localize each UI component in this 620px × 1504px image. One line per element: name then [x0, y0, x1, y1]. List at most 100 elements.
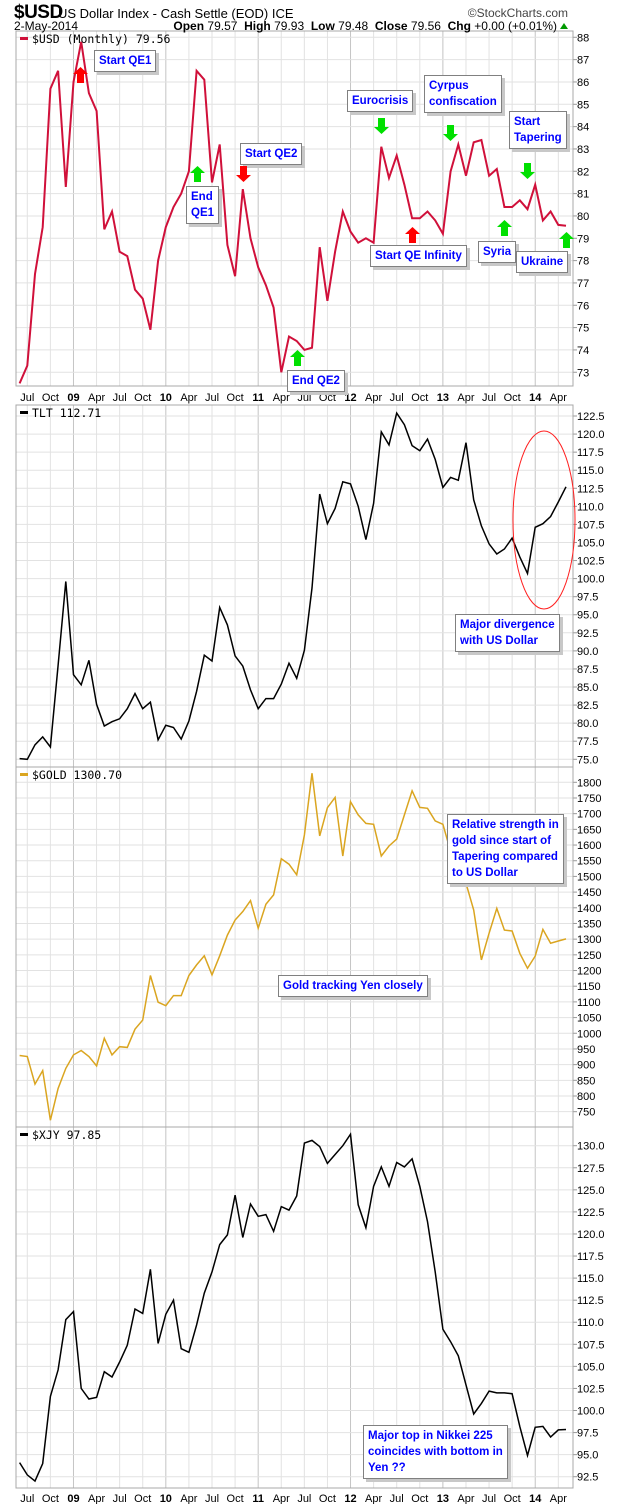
x-tick-label: Apr [88, 392, 105, 404]
annotation-line: Cyrpus [429, 80, 469, 92]
annotation-gold-tracking: Gold tracking Yen closely [278, 975, 428, 997]
y-tick-label: 82.5 [577, 700, 598, 712]
y-tick-label: 1150 [577, 981, 601, 993]
usd-series-line [18, 41, 567, 384]
annotation-line: Relative strength in [452, 819, 559, 831]
y-tick-label: 95.0 [577, 610, 598, 622]
x-tick-label: Jul [20, 392, 34, 404]
tlt-panel: 75.0 77.5 80.0 82.5 85.0 87.5 90.0 92.5 95.0 97.5… [15, 404, 605, 768]
annotation-line: End [191, 191, 213, 203]
green-down-arrow-icon [443, 125, 458, 141]
chart-symbol: $USD [14, 2, 63, 23]
close-label: Close [374, 19, 408, 33]
x-tick-label: 14 [529, 1493, 542, 1504]
y-tick-label: 850 [577, 1075, 595, 1087]
y-tick-label: 81 [577, 189, 589, 201]
annotation-line: QE1 [191, 207, 215, 219]
y-tick-label: 1200 [577, 966, 601, 978]
x-tick-label: Jul [390, 392, 404, 404]
y-tick-label: 100.0 [577, 1406, 605, 1418]
low-value: 79.48 [338, 19, 369, 33]
y-tick-label: 950 [577, 1044, 595, 1056]
x-tick-label: Jul [390, 1493, 404, 1504]
green-up-arrow-icon [190, 166, 205, 182]
quote-summary: Open 79.57 High 79.93 Low 79.48 Close 79… [173, 19, 568, 33]
y-tick-label: 77 [577, 278, 589, 290]
annotation-cyprus: Cyrpus confiscation [424, 75, 502, 113]
x-tick-label: Oct [227, 392, 244, 404]
chg-label: Chg [447, 19, 471, 33]
x-tick-label: Oct [134, 1493, 151, 1504]
legend-swatch [20, 773, 28, 776]
annotation-start-qe2: Start QE2 [240, 143, 303, 165]
x-tick-label: Oct [319, 392, 336, 404]
x-tick-label: Jul [113, 1493, 127, 1504]
y-tick-label: 74 [577, 345, 589, 357]
low-label: Low [310, 19, 335, 33]
chart-date: 2-May-2014 [14, 19, 79, 33]
x-tick-label: Apr [457, 392, 474, 404]
high-value: 79.93 [274, 19, 305, 33]
xjy-plot-frame [15, 1126, 574, 1489]
y-tick-label: 1550 [577, 856, 601, 868]
x-tick-label: 13 [437, 1493, 449, 1504]
x-tick-label: Apr [457, 1493, 474, 1504]
x-tick-label: Oct [134, 392, 151, 404]
y-tick-label: 80.0 [577, 718, 598, 730]
y-tick-label: 1000 [577, 1028, 601, 1040]
legend-swatch [20, 37, 28, 40]
y-tick-label: 85.0 [577, 682, 598, 694]
x-tick-label: Jul [297, 392, 311, 404]
annotation-line: gold since start of [452, 835, 552, 847]
y-tick-label: 900 [577, 1060, 595, 1072]
y-tick-label: 1100 [577, 997, 601, 1009]
x-tick-label: 12 [344, 392, 356, 404]
x-tick-label: Apr [88, 1493, 105, 1504]
y-tick-label: 97.5 [577, 1428, 598, 1440]
x-tick-label: Apr [180, 1493, 197, 1504]
y-tick-label: 112.5 [577, 483, 604, 495]
annotation-line: coincides with bottom in [368, 1446, 503, 1458]
y-tick-label: 100.0 [577, 574, 605, 586]
y-tick-label: 117.5 [577, 1251, 604, 1263]
y-tick-label: 107.5 [577, 519, 605, 531]
x-tick-label: Oct [411, 392, 428, 404]
usd-panel: 73 74 75 76 77 78 79 80 81 82 83 84 85 86 87 88 $USD (Mo… [15, 30, 589, 387]
x-tick-label: Jul [297, 1493, 311, 1504]
red-down-arrow-icon [236, 166, 251, 182]
annotation-start-tapering: Start Tapering [509, 111, 567, 149]
x-tick-label: Apr [273, 392, 290, 404]
red-up-arrow-icon [73, 67, 88, 83]
y-tick-label: 88 [577, 32, 589, 44]
x-tick-label: Apr [365, 392, 382, 404]
x-tick-label: 14 [529, 392, 542, 404]
x-tick-label: Oct [42, 392, 59, 404]
y-tick-label: 73 [577, 367, 589, 379]
y-tick-label: 92.5 [577, 1472, 598, 1484]
annotation-end-qe1: End QE1 [186, 186, 220, 224]
green-up-arrow-icon [559, 232, 574, 248]
y-tick-label: 92.5 [577, 628, 598, 640]
y-tick-label: 800 [577, 1091, 595, 1103]
y-tick-label: 75 [577, 323, 589, 335]
legend-label: $GOLD 1300.70 [32, 768, 122, 782]
y-tick-label: 117.5 [577, 447, 604, 459]
x-tick-label: Jul [482, 1493, 496, 1504]
xjy-series-line [18, 1132, 567, 1483]
x-tick-label: 09 [67, 1493, 79, 1504]
annotation-start-qe1: Start QE1 [94, 50, 157, 72]
annotation-ukraine: Ukraine [516, 251, 569, 273]
y-tick-label: 115.0 [577, 465, 604, 477]
annotation-relative-strength: Relative strength in gold since start of T… [447, 814, 564, 884]
x-tick-label: Apr [273, 1493, 290, 1504]
y-tick-label: 130.0 [577, 1141, 605, 1153]
open-value: 79.57 [207, 19, 238, 33]
x-tick-label: 10 [160, 1493, 172, 1504]
xjy-panel: 92.5 95.0 97.5 100.0 102.5 105.0 107.5 110.0 112… [15, 1126, 605, 1489]
x-tick-label: Apr [550, 392, 567, 404]
y-tick-label: 110.0 [577, 1317, 604, 1329]
x-tick-label: Jul [113, 392, 127, 404]
y-tick-label: 112.5 [577, 1295, 604, 1307]
y-tick-label: 122.5 [577, 1207, 605, 1219]
